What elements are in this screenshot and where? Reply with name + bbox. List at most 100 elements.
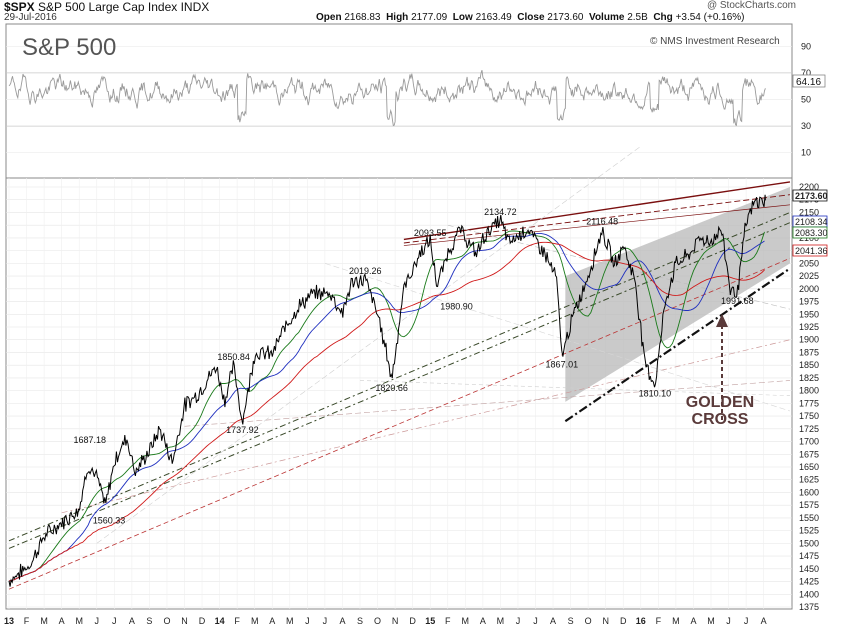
y-tick-label: 1575: [799, 500, 819, 510]
x-tick-label: M: [40, 616, 48, 626]
trendline: [403, 181, 791, 241]
x-tick-label: N: [181, 616, 188, 626]
price-label: 1980.90: [440, 302, 473, 312]
rsi-tick-label: 10: [801, 148, 811, 158]
trendline: [96, 146, 641, 544]
x-tick-label: J: [533, 616, 538, 626]
x-tick-label: J: [726, 616, 731, 626]
rsi-value: 64.16: [796, 77, 821, 88]
price-label: 1850.84: [217, 352, 250, 362]
price-gridlines: [6, 178, 792, 609]
x-tick-label: 15: [425, 616, 435, 626]
y-tick-label: 1900: [799, 335, 819, 345]
y-tick-label: 2000: [799, 284, 819, 294]
x-tick-label: M: [462, 616, 470, 626]
x-tick-label: 14: [215, 616, 225, 626]
value-tag-label: 2041.36: [795, 246, 828, 256]
open-label: Open: [316, 12, 342, 23]
y-tick-label: 1975: [799, 297, 819, 307]
x-tick-label: 16: [636, 616, 646, 626]
x-tick-label: A: [269, 616, 275, 626]
y-tick-label: 1475: [799, 551, 819, 561]
golden-cross-label-line2: CROSS: [692, 411, 749, 428]
chg-value: +3.54 (+0.16%): [675, 12, 745, 23]
y-tick-label: 1375: [799, 602, 819, 612]
site-credit: @ StockCharts.com: [706, 0, 796, 11]
value-tag-label: 2083.30: [795, 228, 828, 238]
trendline: [324, 263, 791, 412]
y-tick-label: 1625: [799, 475, 819, 485]
x-tick-label: J: [95, 616, 100, 626]
x-tick-label: F: [234, 616, 240, 626]
x-axis: 13 F M A M J J A S O N D 14 F M A M J J A S O N D 15 F M A M J J A S O N D 1…: [4, 616, 767, 626]
x-tick-label: D: [620, 616, 627, 626]
symbol: $SPX: [4, 0, 35, 14]
y-tick-label: 1700: [799, 437, 819, 447]
exchange: INDX: [180, 0, 210, 14]
y-tick-label: 2050: [799, 258, 819, 268]
price-label: 1687.18: [73, 435, 106, 445]
y-tick-label: 1650: [799, 462, 819, 472]
y-tick-label: 1725: [799, 424, 819, 434]
rsi-panel-title: S&P 500: [22, 34, 116, 61]
golden-cross-arrowhead: [716, 314, 728, 327]
ma-green: [8, 230, 765, 582]
x-tick-label: F: [445, 616, 451, 626]
y-tick-label: 1425: [799, 577, 819, 587]
open-value: 2168.83: [344, 12, 381, 23]
x-tick-label: O: [163, 616, 170, 626]
golden-cross-label-line1: GOLDEN: [686, 394, 754, 411]
y-tick-label: 1775: [799, 398, 819, 408]
y-tick-label: 1850: [799, 360, 819, 370]
close-value: 2173.60: [547, 12, 584, 23]
trendline: [184, 380, 790, 427]
value-tag: [792, 226, 828, 239]
price-label: 1560.33: [93, 516, 126, 526]
wedge-pattern: [564, 187, 791, 423]
symbol-line: $SPX S&P 500 Large Cap Index INDX: [4, 0, 209, 14]
price-labels: 1687.18 1560.33 1850.84 1737.92 2019.26 1820.…: [73, 207, 753, 525]
x-tick-label: M: [497, 616, 505, 626]
y-tick-label: 1800: [799, 386, 819, 396]
x-tick-label: M: [75, 616, 83, 626]
price-label: 1737.92: [226, 425, 259, 435]
trendline: [359, 380, 790, 397]
x-tick-label: F: [656, 616, 662, 626]
price-label: 2019.26: [349, 266, 382, 276]
trendline: [8, 211, 791, 542]
close-label: Close: [517, 12, 545, 23]
x-tick-label: M: [707, 616, 715, 626]
ma-red: [8, 241, 765, 582]
x-tick-label: S: [146, 616, 152, 626]
y-tick-label: 1825: [799, 373, 819, 383]
chg-label: Chg: [653, 12, 673, 23]
trendline: [447, 224, 791, 310]
x-tick-label: D: [199, 616, 206, 626]
x-tick-label: M: [286, 616, 294, 626]
index-name: S&P 500 Large Cap Index: [38, 0, 178, 14]
price-label: 2116.48: [586, 217, 618, 227]
y-tick-label: 1550: [799, 513, 819, 523]
y-tick-label: 1675: [799, 449, 819, 459]
y-tick-label: 1525: [799, 526, 819, 536]
low-value: 2163.49: [475, 12, 512, 23]
rsi-credit: © NMS Investment Research: [650, 36, 780, 47]
high-label: High: [386, 12, 409, 23]
rsi-axis: 90 70 50 30 10: [801, 41, 811, 157]
x-tick-label: 13: [4, 616, 14, 626]
y-tick-label: 2200: [799, 182, 819, 192]
trendline: [403, 194, 791, 244]
ohlc-line: Open 2168.83 High 2177.09 Low 2163.49 Cl…: [316, 12, 745, 23]
rsi-value-tag: [792, 74, 826, 88]
chart-header: $SPX S&P 500 Large Cap Index INDX 29-Jul…: [0, 0, 842, 24]
trendline: [403, 204, 791, 246]
value-tag: [792, 189, 828, 202]
x-tick-label: A: [59, 616, 65, 626]
x-tick-label: O: [585, 616, 592, 626]
rsi-gridlines: [6, 45, 792, 154]
price-series: [8, 194, 766, 587]
x-tick-label: A: [339, 616, 345, 626]
x-tick-label: S: [568, 616, 574, 626]
